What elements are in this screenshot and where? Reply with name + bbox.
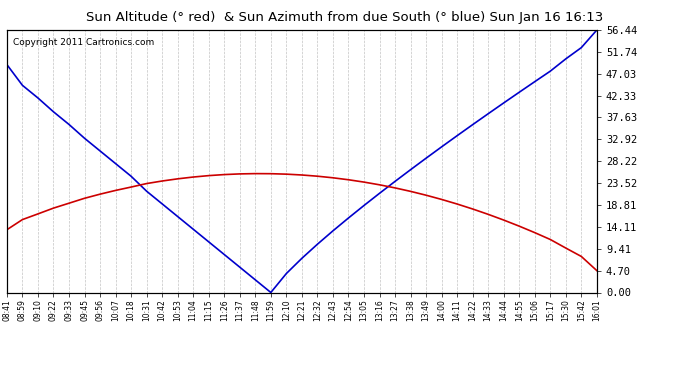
Text: Sun Altitude (° red)  & Sun Azimuth from due South (° blue) Sun Jan 16 16:13: Sun Altitude (° red) & Sun Azimuth from … bbox=[86, 11, 604, 24]
Text: Copyright 2011 Cartronics.com: Copyright 2011 Cartronics.com bbox=[13, 38, 154, 47]
